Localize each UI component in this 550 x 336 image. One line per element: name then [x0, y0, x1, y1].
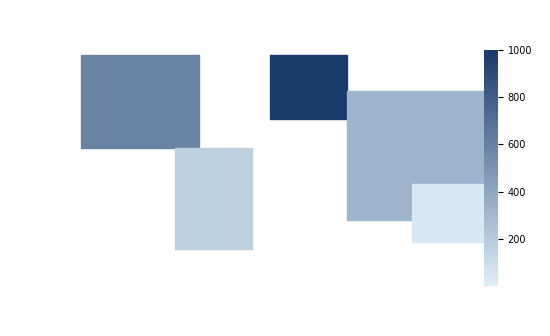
Bar: [175, 148, 252, 249]
Bar: [81, 55, 199, 148]
Bar: [412, 184, 483, 242]
Bar: [270, 55, 347, 119]
Bar: [347, 91, 495, 220]
